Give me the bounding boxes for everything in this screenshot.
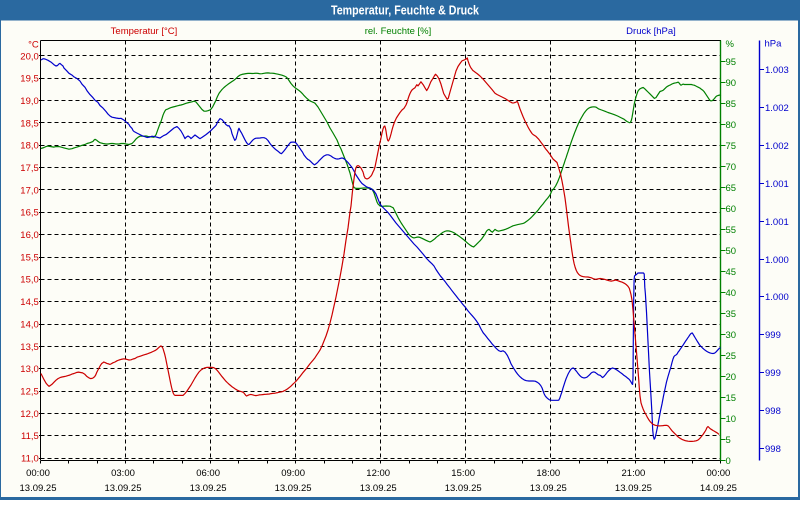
- svg-text:1.002: 1.002: [765, 141, 789, 152]
- svg-text:1.000: 1.000: [765, 255, 789, 266]
- svg-text:17,5: 17,5: [20, 163, 39, 174]
- svg-text:00:00: 00:00: [707, 468, 731, 479]
- svg-text:00:00: 00:00: [26, 468, 50, 479]
- svg-text:13.09.25: 13.09.25: [445, 483, 482, 494]
- svg-text:13.09.25: 13.09.25: [20, 483, 57, 494]
- svg-text:14,0: 14,0: [20, 319, 39, 330]
- svg-text:18,5: 18,5: [20, 118, 39, 129]
- svg-text:75: 75: [726, 141, 737, 152]
- svg-text:13.09.25: 13.09.25: [615, 483, 652, 494]
- svg-text:85: 85: [726, 99, 737, 110]
- svg-text:15,0: 15,0: [20, 275, 39, 286]
- svg-text:13.09.25: 13.09.25: [190, 483, 227, 494]
- svg-text:14.09.25: 14.09.25: [700, 483, 737, 494]
- svg-text:25: 25: [726, 351, 737, 362]
- svg-text:18,0: 18,0: [20, 141, 39, 152]
- svg-text:12,0: 12,0: [20, 409, 39, 420]
- svg-text:Temperatur [°C]: Temperatur [°C]: [111, 26, 178, 37]
- svg-text:40: 40: [726, 288, 737, 299]
- svg-text:55: 55: [726, 225, 737, 236]
- svg-text:30: 30: [726, 330, 737, 341]
- svg-text:18:00: 18:00: [536, 468, 560, 479]
- svg-text:35: 35: [726, 309, 737, 320]
- svg-text:rel. Feuchte [%]: rel. Feuchte [%]: [365, 26, 432, 37]
- svg-text:14,5: 14,5: [20, 297, 39, 308]
- svg-text:11,5: 11,5: [21, 431, 39, 442]
- svg-text:65: 65: [726, 183, 737, 194]
- svg-text:1.002: 1.002: [765, 103, 789, 114]
- svg-text:90: 90: [726, 78, 737, 89]
- svg-text:95: 95: [726, 57, 737, 68]
- svg-text:60: 60: [726, 204, 737, 215]
- svg-text:06:00: 06:00: [196, 468, 220, 479]
- svg-text:12:00: 12:00: [366, 468, 390, 479]
- svg-text:17,0: 17,0: [20, 185, 39, 196]
- svg-text:0: 0: [726, 456, 731, 467]
- svg-text:15,5: 15,5: [20, 252, 39, 263]
- svg-text:20,0: 20,0: [20, 51, 39, 62]
- svg-text:5: 5: [726, 435, 731, 446]
- svg-text:998: 998: [765, 406, 781, 417]
- svg-text:19,5: 19,5: [20, 74, 39, 85]
- svg-text:Druck [hPa]: Druck [hPa]: [626, 26, 676, 37]
- svg-text:998: 998: [765, 444, 781, 455]
- svg-text:80: 80: [726, 120, 737, 131]
- svg-text:11,0: 11,0: [21, 454, 39, 465]
- svg-text:13.09.25: 13.09.25: [105, 483, 142, 494]
- svg-text:09:00: 09:00: [281, 468, 305, 479]
- svg-text:20: 20: [726, 372, 737, 383]
- svg-text:13.09.25: 13.09.25: [530, 483, 567, 494]
- svg-text:%: %: [726, 39, 735, 50]
- svg-text:21:00: 21:00: [622, 468, 646, 479]
- svg-text:Temperatur, Feuchte & Druck: Temperatur, Feuchte & Druck: [331, 3, 480, 18]
- svg-text:16,5: 16,5: [20, 208, 39, 219]
- svg-text:13.09.25: 13.09.25: [360, 483, 397, 494]
- svg-text:15: 15: [726, 393, 737, 404]
- svg-text:1.003: 1.003: [765, 65, 789, 76]
- svg-text:10: 10: [726, 414, 737, 425]
- svg-text:13,0: 13,0: [20, 364, 39, 375]
- svg-text:1.001: 1.001: [765, 217, 789, 228]
- svg-text:13.09.25: 13.09.25: [275, 483, 312, 494]
- svg-text:03:00: 03:00: [111, 468, 135, 479]
- svg-text:50: 50: [726, 246, 737, 257]
- svg-text:70: 70: [726, 162, 737, 173]
- svg-text:12,5: 12,5: [20, 387, 39, 398]
- svg-text:1.000: 1.000: [765, 292, 789, 303]
- svg-text:45: 45: [726, 267, 737, 278]
- svg-text:19,0: 19,0: [20, 96, 39, 107]
- svg-text:°C: °C: [28, 40, 39, 51]
- svg-text:13,5: 13,5: [20, 342, 39, 353]
- svg-text:16,0: 16,0: [20, 230, 39, 241]
- svg-text:1.001: 1.001: [765, 179, 789, 190]
- svg-text:15:00: 15:00: [451, 468, 475, 479]
- svg-text:hPa: hPa: [765, 39, 783, 50]
- svg-text:999: 999: [765, 368, 781, 379]
- svg-text:999: 999: [765, 330, 781, 341]
